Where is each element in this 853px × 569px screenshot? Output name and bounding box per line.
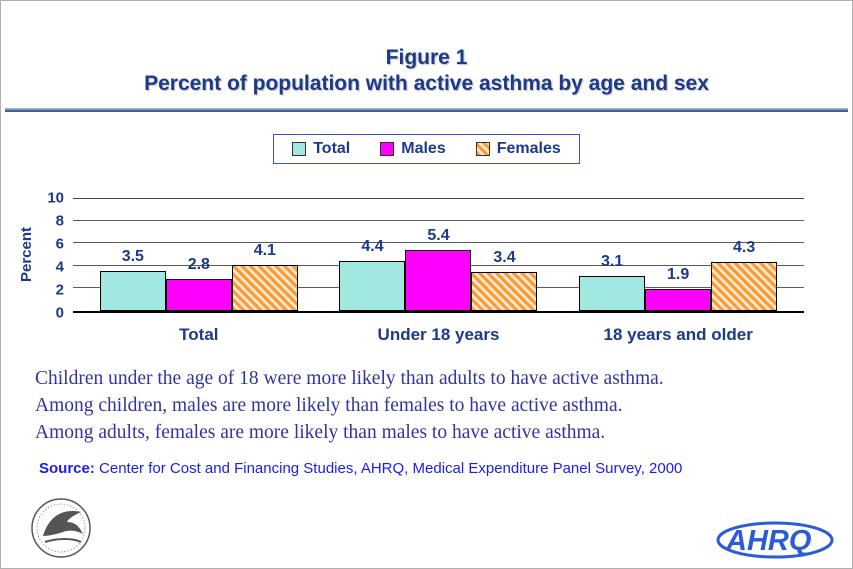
y-tick-8: 8 [55, 212, 64, 229]
category-label-2: Under 18 years [377, 324, 500, 344]
ahrq-logo-text: AHRQ [725, 525, 812, 557]
note-line-1: Children under the age of 18 were more l… [35, 367, 664, 389]
y-tick-0: 0 [55, 304, 64, 321]
page-title: Percent of population with active asthma… [144, 72, 709, 96]
title-rule [5, 107, 848, 112]
note-line-2: Among children, males are more likely th… [35, 394, 623, 416]
hhs-eagle-swoosh [44, 538, 82, 543]
bar-slot: 3.5 [99, 199, 166, 311]
x-axis-category-labels: Total Under 18 years 18 years and older [73, 325, 804, 345]
bar-value-label: 5.4 [427, 227, 450, 245]
y-tick-6: 6 [55, 235, 64, 252]
chart-legend: Total Males Females [273, 133, 580, 164]
bar-slot: 4.4 [339, 199, 406, 311]
notes: Children under the age of 18 were more l… [35, 365, 824, 447]
bar-value-label: 3.5 [121, 248, 144, 266]
y-axis-label: Percent [17, 227, 35, 283]
bar-males-3: 1.9 [645, 266, 712, 311]
legend-label: Total [313, 139, 351, 157]
hhs-logo-outer-ring [31, 498, 91, 558]
bar-females-3: 4.3 [711, 239, 778, 311]
y-tick-10: 10 [47, 189, 64, 206]
bar-value-label: 3.4 [493, 249, 516, 267]
source-text: Center for Cost and Financing Studies, A… [94, 460, 683, 478]
legend-item-females: Females [475, 139, 561, 158]
bar-total-2: 4.4 [339, 238, 406, 311]
bar-males-2: 5.4 [405, 227, 472, 311]
source-label: Source: [39, 460, 95, 478]
y-axis-ticks: 0 2 4 6 8 10 [39, 190, 73, 320]
legend-label: Females [496, 139, 561, 157]
legend-swatch-females [475, 141, 490, 156]
bar-males-1: 2.8 [165, 256, 232, 311]
bar-group-3: 3.1 1.9 4.3 [579, 199, 778, 311]
bar-value-label: 4.4 [361, 238, 384, 256]
ahrq-logo: AHRQ [716, 521, 834, 559]
source-line: Source: Center for Cost and Financing St… [39, 460, 852, 477]
bar-slot: 2.8 [165, 199, 232, 311]
title-block: Figure 1 Percent of population with acti… [1, 45, 852, 98]
bar-slot: 4.3 [711, 199, 778, 311]
bar-total-1: 3.5 [99, 248, 166, 311]
bar-total-3: 3.1 [579, 253, 646, 311]
bar-group-1: 3.5 2.8 4.1 [99, 199, 298, 311]
category-label-3: 18 years and older [603, 324, 753, 344]
bar-slot: 1.9 [645, 199, 712, 311]
bar-value-label: 4.3 [733, 239, 756, 257]
bar-value-label: 2.8 [187, 256, 210, 274]
legend-item-males: Males [380, 139, 446, 158]
bar-slot: 5.4 [405, 199, 472, 311]
legend-swatch-males [380, 141, 395, 156]
note-line-3: Among adults, females are more likely th… [35, 422, 606, 444]
bar-chart: Percent 0 2 4 6 8 10 3.5 2.8 4.1 4.4 5.4 3.4 3.1 1.9… [13, 190, 804, 320]
gridline-8 [73, 219, 804, 221]
plot-area: 3.5 2.8 4.1 4.4 5.4 3.4 3.1 1.9 4.3 [73, 197, 804, 313]
hhs-logo-inner-ring [36, 503, 86, 553]
bar-value-label: 4.1 [253, 241, 276, 259]
y-tick-2: 2 [55, 281, 64, 298]
bar-slot: 4.1 [231, 199, 298, 311]
hhs-eagle-icon [43, 511, 83, 536]
bar-value-label: 1.9 [667, 266, 690, 284]
y-axis-label-column: Percent [13, 198, 39, 313]
bar-group-2: 4.4 5.4 3.4 [339, 199, 538, 311]
bar-slot: 3.4 [471, 199, 538, 311]
y-tick-4: 4 [55, 258, 64, 275]
ahrq-logo-swoosh [716, 521, 834, 559]
bar-females-2: 3.4 [471, 249, 538, 311]
legend-swatch-total [292, 141, 307, 156]
bar-value-label: 3.1 [601, 252, 624, 270]
bar-females-1: 4.1 [231, 242, 298, 311]
legend-label: Males [401, 139, 446, 157]
figure-number: Figure 1 [385, 46, 468, 69]
gridline-6 [73, 242, 804, 244]
category-label-1: Total [179, 324, 219, 344]
hhs-logo [31, 498, 91, 558]
bar-slot: 3.1 [579, 199, 646, 311]
legend-item-total: Total [292, 140, 350, 158]
